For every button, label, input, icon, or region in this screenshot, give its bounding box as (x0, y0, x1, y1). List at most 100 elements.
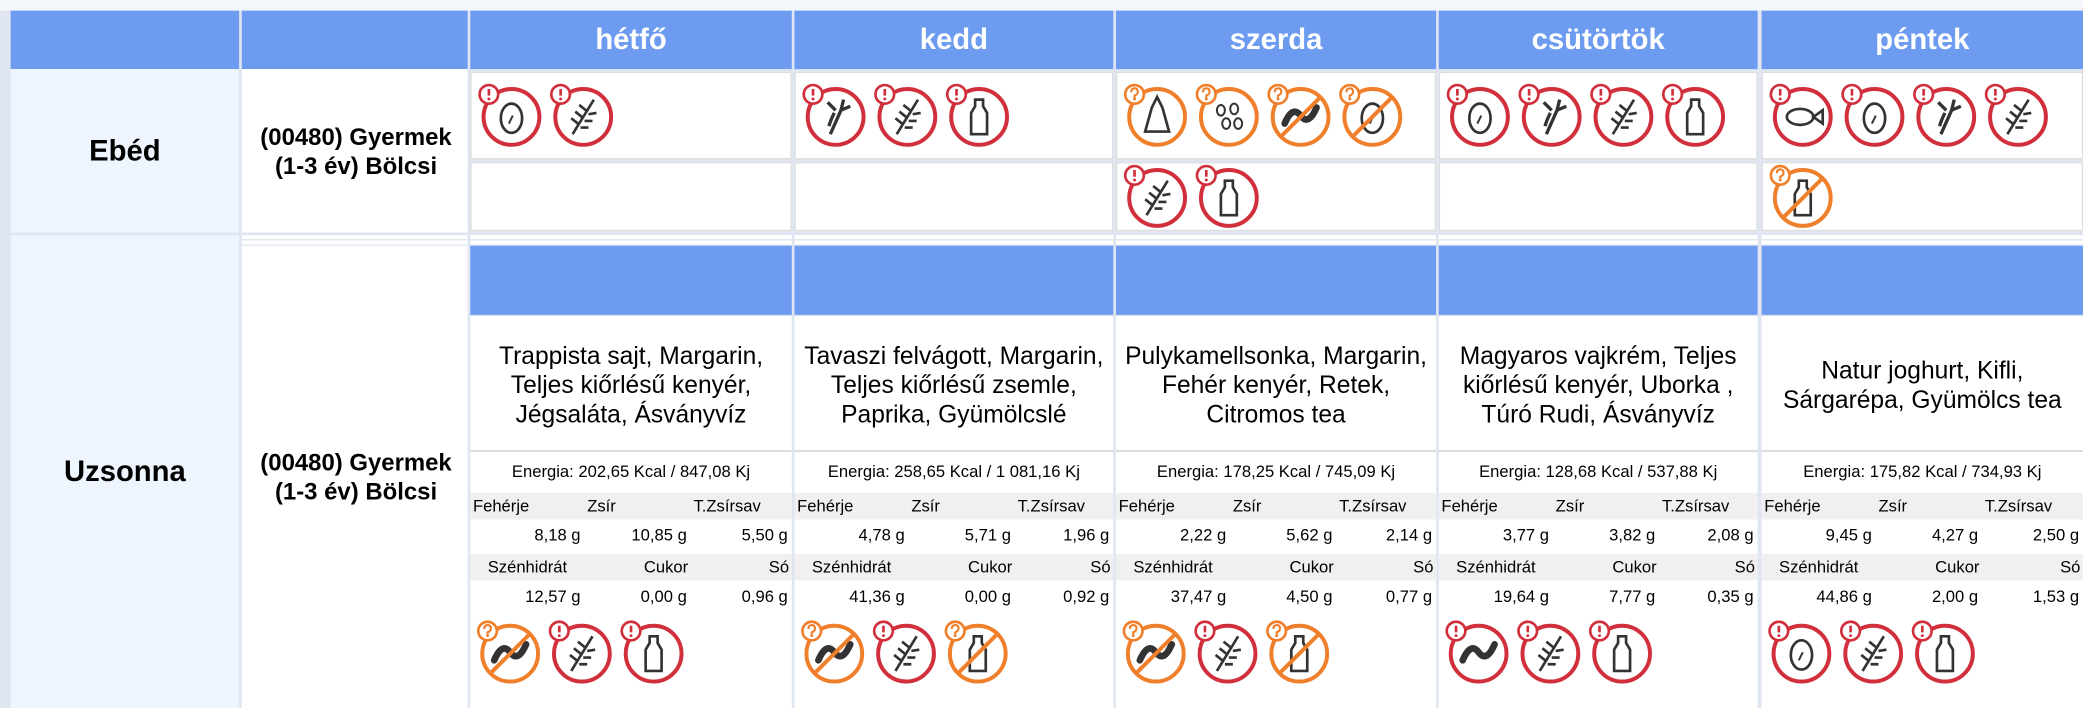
icon-glyph (894, 98, 921, 135)
separator (470, 240, 792, 245)
badge-dot (1850, 97, 1854, 101)
icon-ring (1916, 87, 1977, 147)
badge-dot (486, 634, 490, 638)
icon-ring (1521, 87, 1582, 147)
icon-badge (1769, 164, 1791, 186)
nutrient-value: 12,57 g (525, 587, 581, 606)
icon-cross (1352, 96, 1393, 137)
icon-cross (1280, 96, 1321, 137)
icon-cross (1135, 633, 1176, 674)
nutrient-label: Fehérje (794, 492, 909, 520)
lunch-allergens (794, 71, 1114, 160)
lunch-allergens (470, 71, 792, 160)
badge-dot (1526, 634, 1530, 638)
allergen-icon (1267, 83, 1331, 147)
nutrient-label: Cukor (584, 553, 691, 581)
nutrient-value: 2,50 g (2032, 526, 2080, 545)
icon-glyph (893, 635, 920, 672)
menu-text: Tavaszi felvágott, Margarin, Teljes kiőr… (794, 319, 1114, 452)
nutrient-label: Zsír (1553, 492, 1660, 520)
nutrient-value: 3,77 g (1502, 526, 1550, 545)
allergen-icon (1266, 620, 1330, 684)
lunch-allergens-2 (1438, 162, 1758, 232)
icon-glyph (1789, 639, 1814, 671)
nutrient-value: 5,71 g (964, 526, 1011, 545)
icon-glyph (1289, 635, 1309, 673)
nutrient-value: 0,92 g (1063, 587, 1110, 606)
day-header: hétfő (470, 10, 792, 70)
allergen-icon (1195, 83, 1259, 147)
nutrient-value: 8,18 g (534, 526, 581, 545)
icon-ring (1592, 623, 1652, 684)
energy: Energia: 175,82 Kcal / 734,93 Kj (1803, 462, 2042, 481)
allergen-icon (1661, 83, 1726, 147)
nutrient-label: Fehérje (1761, 492, 1876, 520)
allergen-icon (802, 83, 866, 147)
energy: Energia: 178,25 Kcal / 745,09 Kj (1156, 462, 1396, 481)
nutrient-value: 10,85 g (631, 526, 687, 545)
nutrient-value: 4,78 g (858, 526, 905, 545)
energy: Energia: 128,68 Kcal / 537,88 Kj (1479, 462, 1718, 481)
day-header: szerda (1115, 10, 1437, 70)
nutrient-value: 0,35 g (1707, 587, 1754, 606)
nutrient-value: 0,00 g (640, 587, 687, 606)
allergen-icon (872, 620, 936, 684)
badge-mark (950, 623, 960, 635)
nutrient-label: Zsír (1230, 492, 1337, 520)
badge-dot (1275, 634, 1279, 638)
nutrient-value: 2,14 g (1385, 526, 1433, 545)
day-band (794, 245, 1114, 315)
icon-glyph (1537, 635, 1564, 672)
day-header: csütörtök (1438, 10, 1758, 70)
allergen-icon (1984, 83, 2048, 147)
allergen-icon (1769, 83, 1833, 147)
nutrient-value: 1,53 g (2032, 587, 2080, 606)
badge-mark (1130, 87, 1139, 98)
lunch-allergens (1115, 71, 1437, 160)
icon-ring (1127, 87, 1188, 147)
energy: Energia: 258,65 Kcal / 1 081,16 Kj (827, 462, 1080, 481)
allergen-icon (1769, 164, 1833, 228)
nutrient-label: Só (690, 553, 792, 581)
badge-dot (1671, 97, 1675, 101)
badge-dot (1133, 97, 1137, 101)
icon-ring (1915, 623, 1975, 684)
nutrient-label: Zsír (908, 492, 1015, 520)
nutrient-value: 0,96 g (741, 587, 788, 606)
allergen-icon (1768, 620, 1832, 684)
badge-dot (1599, 97, 1603, 101)
icon-ring (1198, 168, 1259, 228)
day-header: kedd (794, 10, 1114, 70)
icon-cross (490, 633, 531, 674)
icon-glyph (569, 635, 596, 672)
lunch-allergens (1761, 71, 2083, 160)
icon-glyph (968, 635, 988, 673)
nutrient-label: T.Zsírsav (1014, 492, 1114, 520)
icon-badge (1123, 83, 1146, 105)
separator (794, 240, 1114, 245)
icon-glyph (1612, 635, 1632, 673)
allergen-icon (476, 620, 541, 684)
nutrient-value: 4,50 g (1286, 587, 1333, 606)
icon-glyph (1144, 179, 1171, 216)
icon-glyph (1610, 98, 1637, 135)
nutrient-label: Szénhidrát (1438, 553, 1554, 581)
allergen-icon (1446, 83, 1510, 147)
badge-dot (1527, 97, 1531, 101)
badge-dot (1203, 634, 1207, 638)
badge-dot (487, 97, 491, 101)
allergen-icon (1123, 83, 1188, 147)
separator (241, 240, 468, 245)
icon-glyph (499, 102, 524, 135)
icon-cross (1279, 633, 1320, 674)
nutrient-label: Só (1336, 553, 1437, 581)
icon-glyph (969, 98, 989, 136)
badge-dot (1598, 634, 1601, 638)
icon-glyph (1219, 179, 1239, 217)
separator (1438, 240, 1758, 245)
badge-dot (810, 634, 814, 638)
icon-glyph (1143, 94, 1171, 133)
icon-glyph (570, 98, 597, 135)
allergen-icon (1123, 164, 1188, 228)
